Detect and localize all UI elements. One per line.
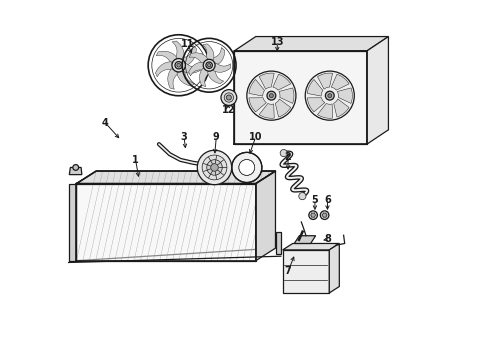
Polygon shape <box>273 74 291 90</box>
Circle shape <box>299 193 306 200</box>
Polygon shape <box>307 98 325 112</box>
Polygon shape <box>182 45 196 65</box>
Text: 3: 3 <box>181 132 187 142</box>
Polygon shape <box>294 236 316 243</box>
Polygon shape <box>334 99 349 117</box>
Text: 12: 12 <box>222 105 236 115</box>
Circle shape <box>226 95 231 100</box>
Text: 10: 10 <box>249 132 263 142</box>
Circle shape <box>320 211 329 220</box>
Polygon shape <box>208 68 224 84</box>
Polygon shape <box>249 98 267 112</box>
Circle shape <box>232 152 262 183</box>
Polygon shape <box>183 63 203 73</box>
Text: 4: 4 <box>102 118 108 128</box>
Polygon shape <box>318 73 333 89</box>
Circle shape <box>328 94 332 98</box>
Circle shape <box>280 149 287 157</box>
Circle shape <box>322 213 327 217</box>
Polygon shape <box>172 41 184 59</box>
Polygon shape <box>199 68 210 86</box>
Circle shape <box>208 64 211 67</box>
Circle shape <box>175 62 182 69</box>
Polygon shape <box>189 53 208 65</box>
Circle shape <box>309 211 318 220</box>
Polygon shape <box>337 88 352 103</box>
Text: 13: 13 <box>270 37 284 47</box>
Polygon shape <box>76 171 275 184</box>
Polygon shape <box>69 167 82 175</box>
Text: 1: 1 <box>132 155 139 165</box>
Polygon shape <box>213 63 231 72</box>
Circle shape <box>211 164 219 171</box>
Polygon shape <box>259 73 274 89</box>
Text: 6: 6 <box>324 195 331 205</box>
Text: 2: 2 <box>285 152 292 162</box>
Polygon shape <box>283 243 339 250</box>
Polygon shape <box>234 37 389 51</box>
Polygon shape <box>177 70 195 86</box>
Text: 9: 9 <box>213 132 220 142</box>
Polygon shape <box>275 99 291 117</box>
Circle shape <box>221 90 237 105</box>
Circle shape <box>224 93 234 102</box>
Circle shape <box>311 213 315 217</box>
Circle shape <box>207 160 222 175</box>
Circle shape <box>239 159 255 175</box>
Circle shape <box>172 59 185 72</box>
Text: 8: 8 <box>324 234 331 244</box>
Polygon shape <box>331 74 349 90</box>
Polygon shape <box>211 48 224 65</box>
Polygon shape <box>234 51 367 144</box>
Polygon shape <box>318 103 333 118</box>
Polygon shape <box>329 243 339 293</box>
Circle shape <box>270 94 273 98</box>
Circle shape <box>305 71 354 120</box>
Circle shape <box>247 71 296 120</box>
Circle shape <box>203 59 215 71</box>
Polygon shape <box>76 184 256 261</box>
Polygon shape <box>203 44 214 60</box>
Polygon shape <box>69 184 76 261</box>
Circle shape <box>206 62 212 68</box>
Text: 7: 7 <box>285 266 292 276</box>
Text: 11: 11 <box>181 39 195 49</box>
Polygon shape <box>156 51 177 64</box>
Polygon shape <box>168 68 179 89</box>
Circle shape <box>197 150 232 185</box>
Polygon shape <box>259 103 274 118</box>
Text: 5: 5 <box>312 195 318 205</box>
Polygon shape <box>279 88 294 103</box>
Polygon shape <box>189 62 205 76</box>
Polygon shape <box>256 171 275 261</box>
Circle shape <box>73 165 78 170</box>
Polygon shape <box>367 37 389 144</box>
Polygon shape <box>276 232 280 253</box>
Circle shape <box>177 63 180 67</box>
Polygon shape <box>249 80 265 96</box>
Polygon shape <box>307 80 323 96</box>
Polygon shape <box>283 250 329 293</box>
Circle shape <box>267 91 276 100</box>
Circle shape <box>325 91 334 100</box>
Polygon shape <box>155 62 173 77</box>
Circle shape <box>202 155 227 180</box>
